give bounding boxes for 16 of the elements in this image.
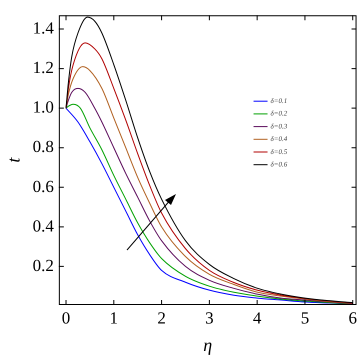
- y-tick-label: 0.4: [32, 216, 54, 236]
- y-tick-label: 1.2: [32, 58, 54, 78]
- x-tick-label: 0: [62, 308, 70, 328]
- x-tick-label: 3: [205, 308, 214, 328]
- y-tick-label: 0.8: [32, 137, 54, 156]
- x-tick-label: 1: [110, 308, 118, 328]
- y-tick-label: 1.0: [32, 98, 54, 117]
- x-axis-title: η: [203, 334, 212, 355]
- x-tick-label: 5: [300, 308, 310, 328]
- y-axis-title: t: [4, 156, 24, 163]
- x-tick-label: 4: [252, 308, 262, 328]
- y-tick-label: 1.4: [32, 18, 54, 38]
- y-tick-label: 0.6: [32, 176, 54, 196]
- x-tick-label: 2: [157, 308, 166, 328]
- x-tick-label: 6: [348, 308, 357, 328]
- y-tick-label: 0.2: [32, 256, 54, 275]
